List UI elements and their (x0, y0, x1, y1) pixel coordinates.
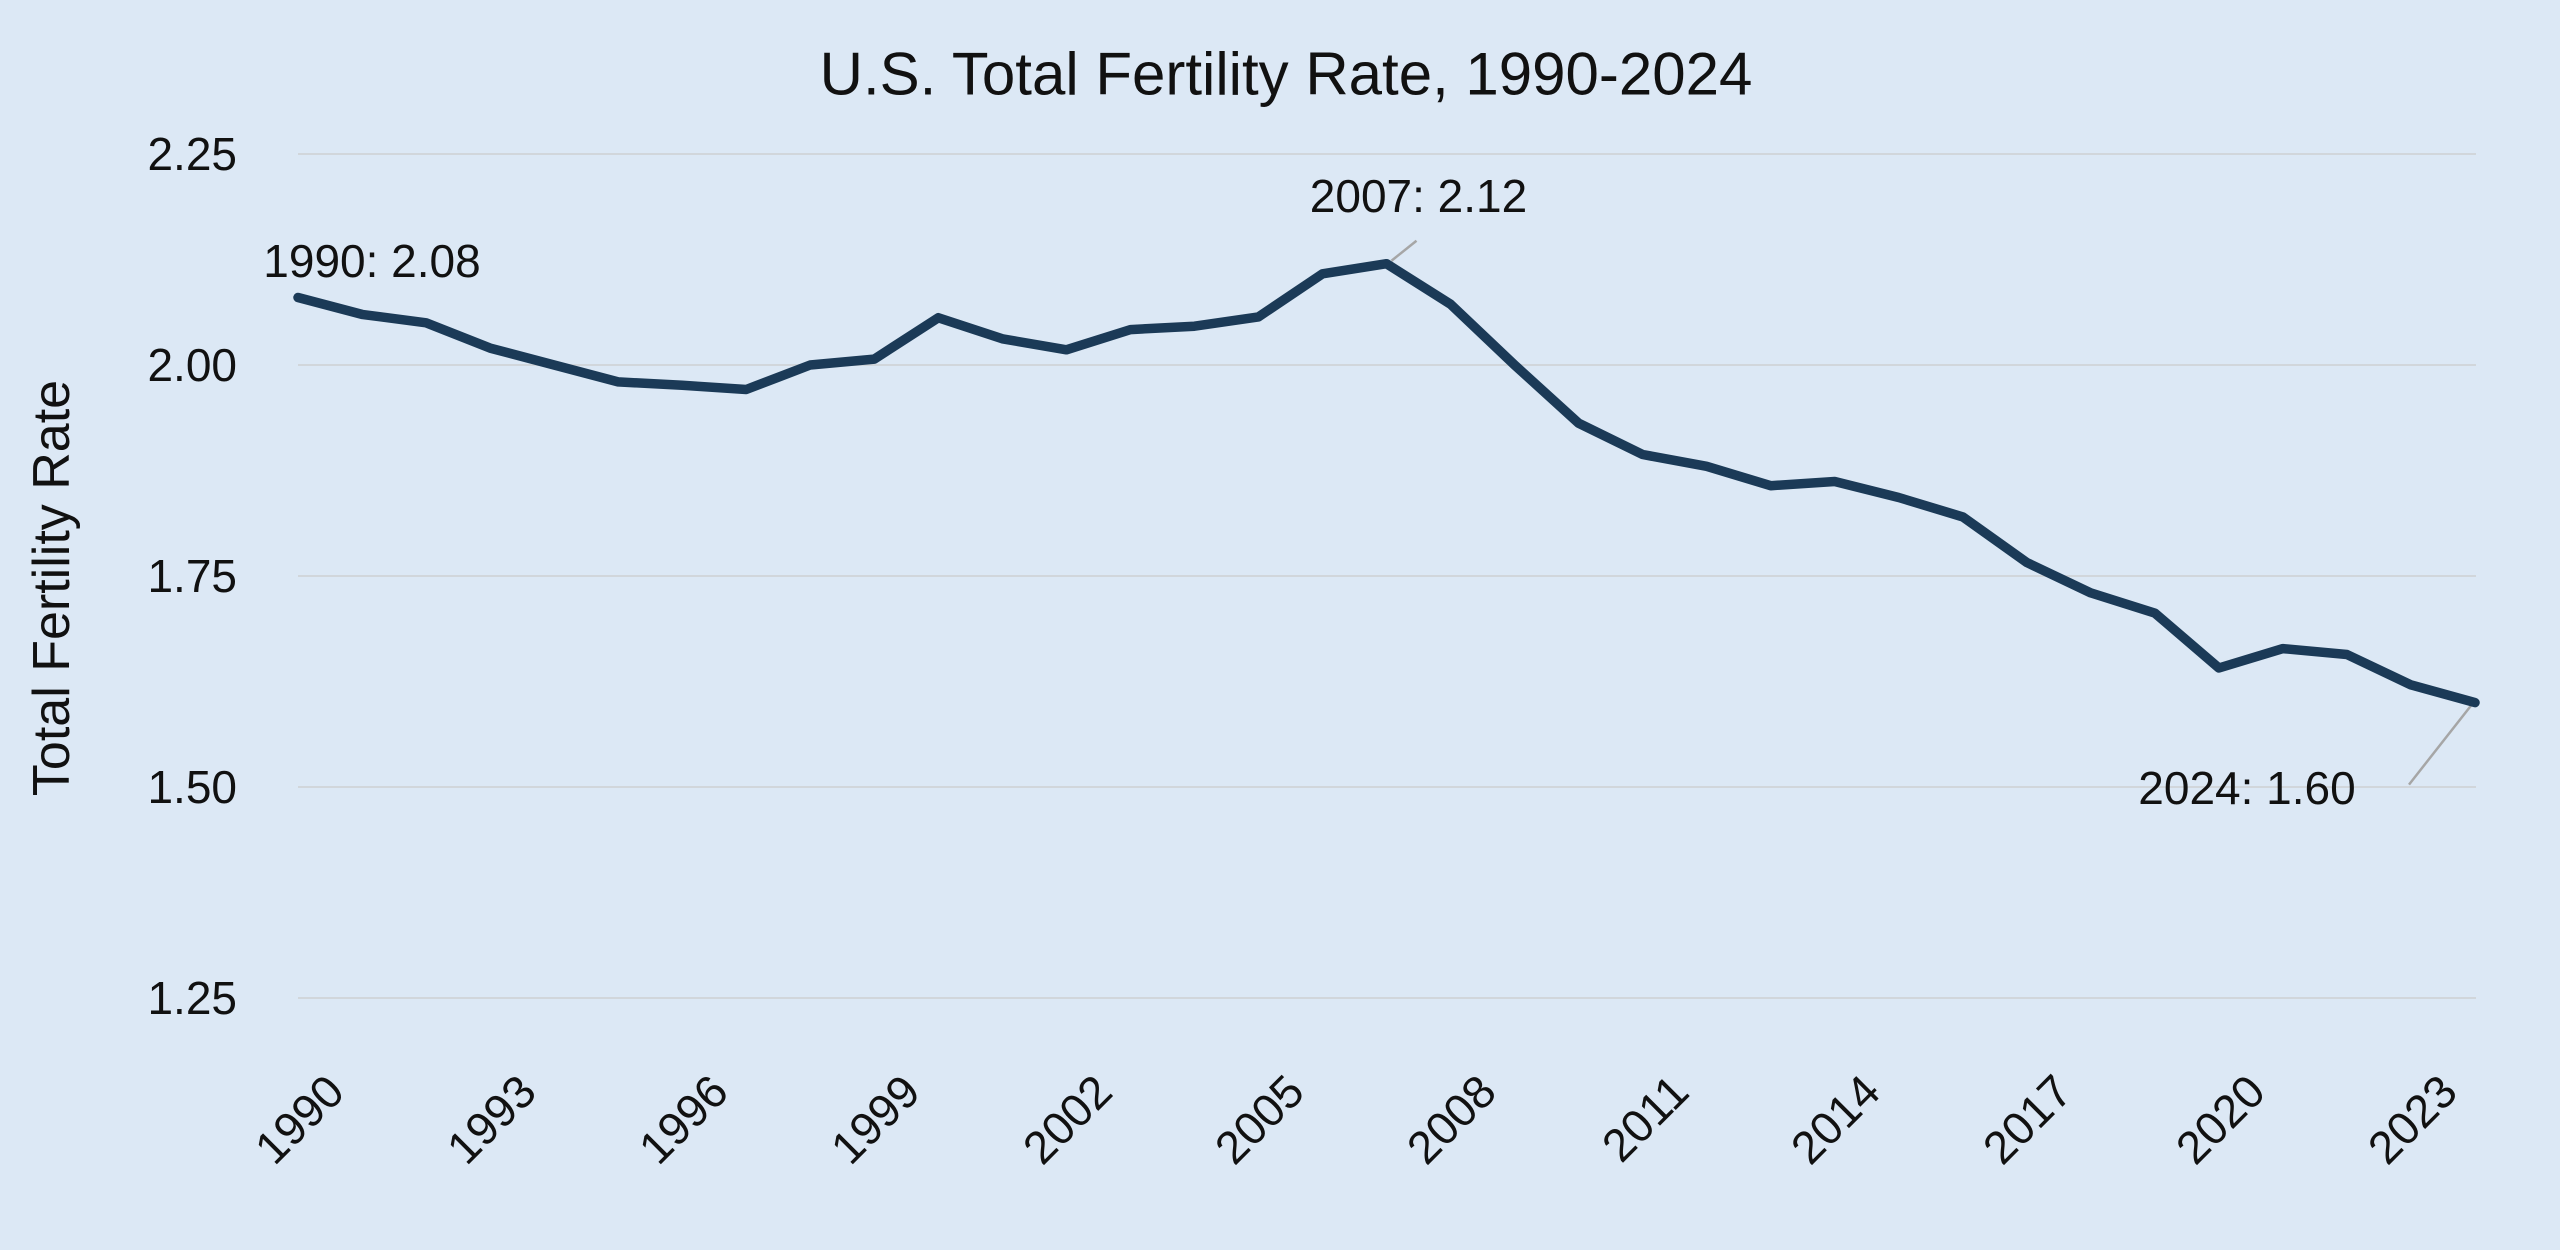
ytick-label-1.75: 1.75 (147, 550, 237, 602)
ytick-label-1.50: 1.50 (147, 761, 237, 813)
annotation-2024: 2024: 1.60 (2138, 761, 2356, 814)
annotation-leader-line (2408, 704, 2472, 786)
ytick-label-2.00: 2.00 (147, 339, 237, 391)
ytick-label-1.25: 1.25 (147, 972, 237, 1024)
annotation-1990: 1990: 2.08 (263, 235, 481, 288)
annotation-leader-line (1390, 239, 1418, 262)
chart-title: U.S. Total Fertility Rate, 1990-2024 (819, 40, 1753, 108)
fertility-rate-line (293, 258, 2480, 708)
ytick-label-2.25: 2.25 (147, 128, 237, 180)
annotation-2007: 2007: 2.12 (1309, 169, 1528, 222)
